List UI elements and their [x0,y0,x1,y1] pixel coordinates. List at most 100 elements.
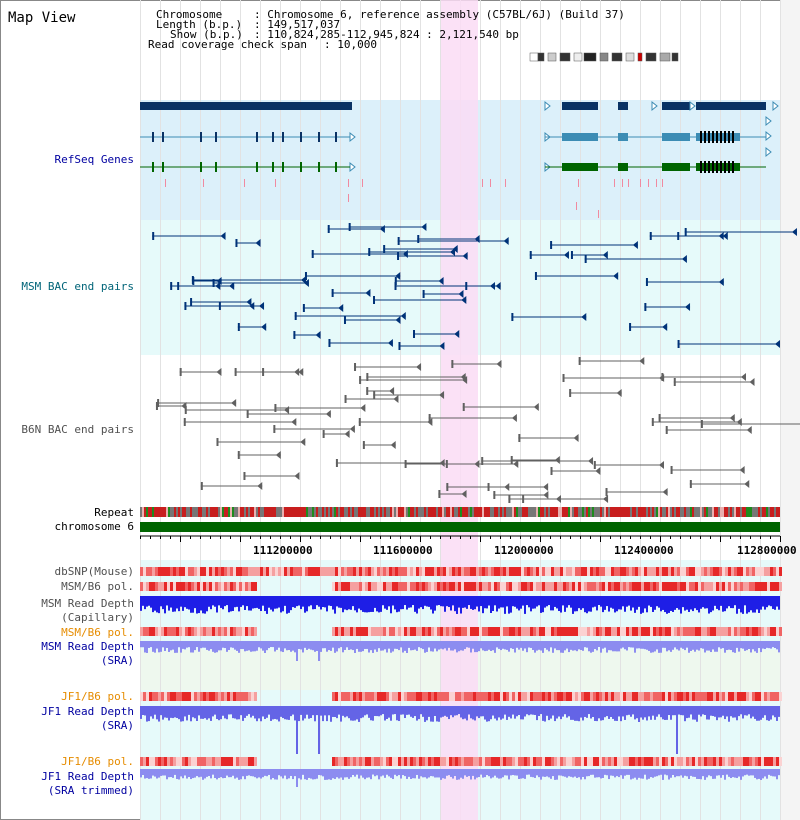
depth-bar [434,769,436,778]
repeat-segment [686,507,688,517]
depth-bar [398,641,400,651]
repeat-segment [420,507,422,517]
polymorphism-cell [548,567,551,576]
depth-bar [588,706,590,715]
depth-bar [290,706,292,717]
polymorphism-cell [425,582,428,591]
repeat-segment [210,507,212,517]
depth-bar [390,641,392,653]
depth-bar [248,641,250,651]
depth-bar [242,769,244,777]
polymorphism-cell [560,582,563,591]
depth-bar [222,596,224,610]
depth-bar [146,706,148,722]
depth-bar [714,596,716,606]
depth-bar [502,641,504,649]
depth-bar [204,596,206,614]
depth-bar [290,641,292,652]
depth-bar [702,641,704,649]
depth-bar [738,706,740,717]
depth-bar [474,769,476,780]
msm-bac-pair-end [302,304,305,312]
polymorphism-cell [704,757,707,766]
depth-bar [268,769,270,775]
depth-bar [326,769,328,780]
depth-bar [242,641,244,650]
polymorphism-cell [140,582,143,591]
depth-bar [664,769,666,775]
repeat-segment [334,507,336,517]
polymorphism-cell [743,567,746,576]
depth-bar [244,706,246,718]
polymorphism-cell [161,627,164,636]
depth-bar [284,596,286,606]
depth-bar [354,596,356,611]
snp-tick [505,179,506,187]
depth-bar [230,641,232,648]
polymorphism-cell [650,567,653,576]
gene-exon [256,162,258,172]
depth-bar [722,769,724,776]
b6n-bac-pair-end [481,457,484,465]
polymorphism-cell [245,582,248,591]
polymorphism-cell [482,567,485,576]
polymorphism-cell [692,627,695,636]
repeat-segment [318,507,320,517]
depth-bar [778,641,780,653]
depth-bar [368,641,370,653]
depth-bar [664,596,666,613]
polymorphism-cell [518,692,521,701]
polymorphism-cell [692,757,695,766]
depth-bar [742,706,744,719]
depth-bar [346,596,348,611]
length-value: : 149,517,037 [254,18,341,31]
polymorphism-cell [209,582,212,591]
repeat-segment [266,507,268,517]
polymorphism-cell [173,567,176,576]
repeat-segment [672,507,674,517]
polymorphism-cell [491,757,494,766]
polymorphism-cell [248,582,251,591]
depth-bar [192,596,194,613]
depth-bar [682,769,684,778]
msm-bac-pair-end [338,304,344,312]
depth-bar [274,596,276,609]
repeat-segment [314,507,316,517]
depth-bar [538,706,540,717]
depth-bar [330,769,332,780]
polymorphism-cell [626,567,629,576]
polymorphism-cell [722,627,725,636]
depth-bar [754,769,756,778]
track-label-b6n-bac[interactable]: B6N BAC end pairs [21,423,134,436]
track-label-refseq[interactable]: RefSeq Genes [54,153,134,166]
b6n-bac-pair-end [439,391,445,399]
track-label-repeat: Repeat [94,506,134,519]
depth-bar [280,769,282,777]
depth-bar [516,769,518,776]
depth-bar [222,769,224,779]
b6n-bac-pair-end [522,495,525,503]
depth-bar [744,706,746,716]
depth-bar [466,769,468,777]
polymorphism-cell [140,692,143,701]
depth-bar [600,596,602,607]
depth-bar [156,769,158,779]
polymorphism-cell [458,582,461,591]
polymorphism-cell [680,692,683,701]
repeat-segment [350,507,352,517]
polymorphism-cell [170,582,173,591]
msm-bac-pair-end [458,290,464,298]
polymorphism-cell [428,757,431,766]
depth-bar [350,706,352,721]
track-label-msm-bac[interactable]: MSM BAC end pairs [21,280,134,293]
depth-bar [750,596,752,611]
depth-bar [172,706,174,719]
polymorphism-cell [449,567,452,576]
depth-bar [366,596,368,613]
polymorphism-cell [224,757,227,766]
depth-bar [716,769,718,776]
polymorphism-cell [248,567,251,576]
depth-bar [502,596,504,608]
repeat-segment [544,507,546,517]
